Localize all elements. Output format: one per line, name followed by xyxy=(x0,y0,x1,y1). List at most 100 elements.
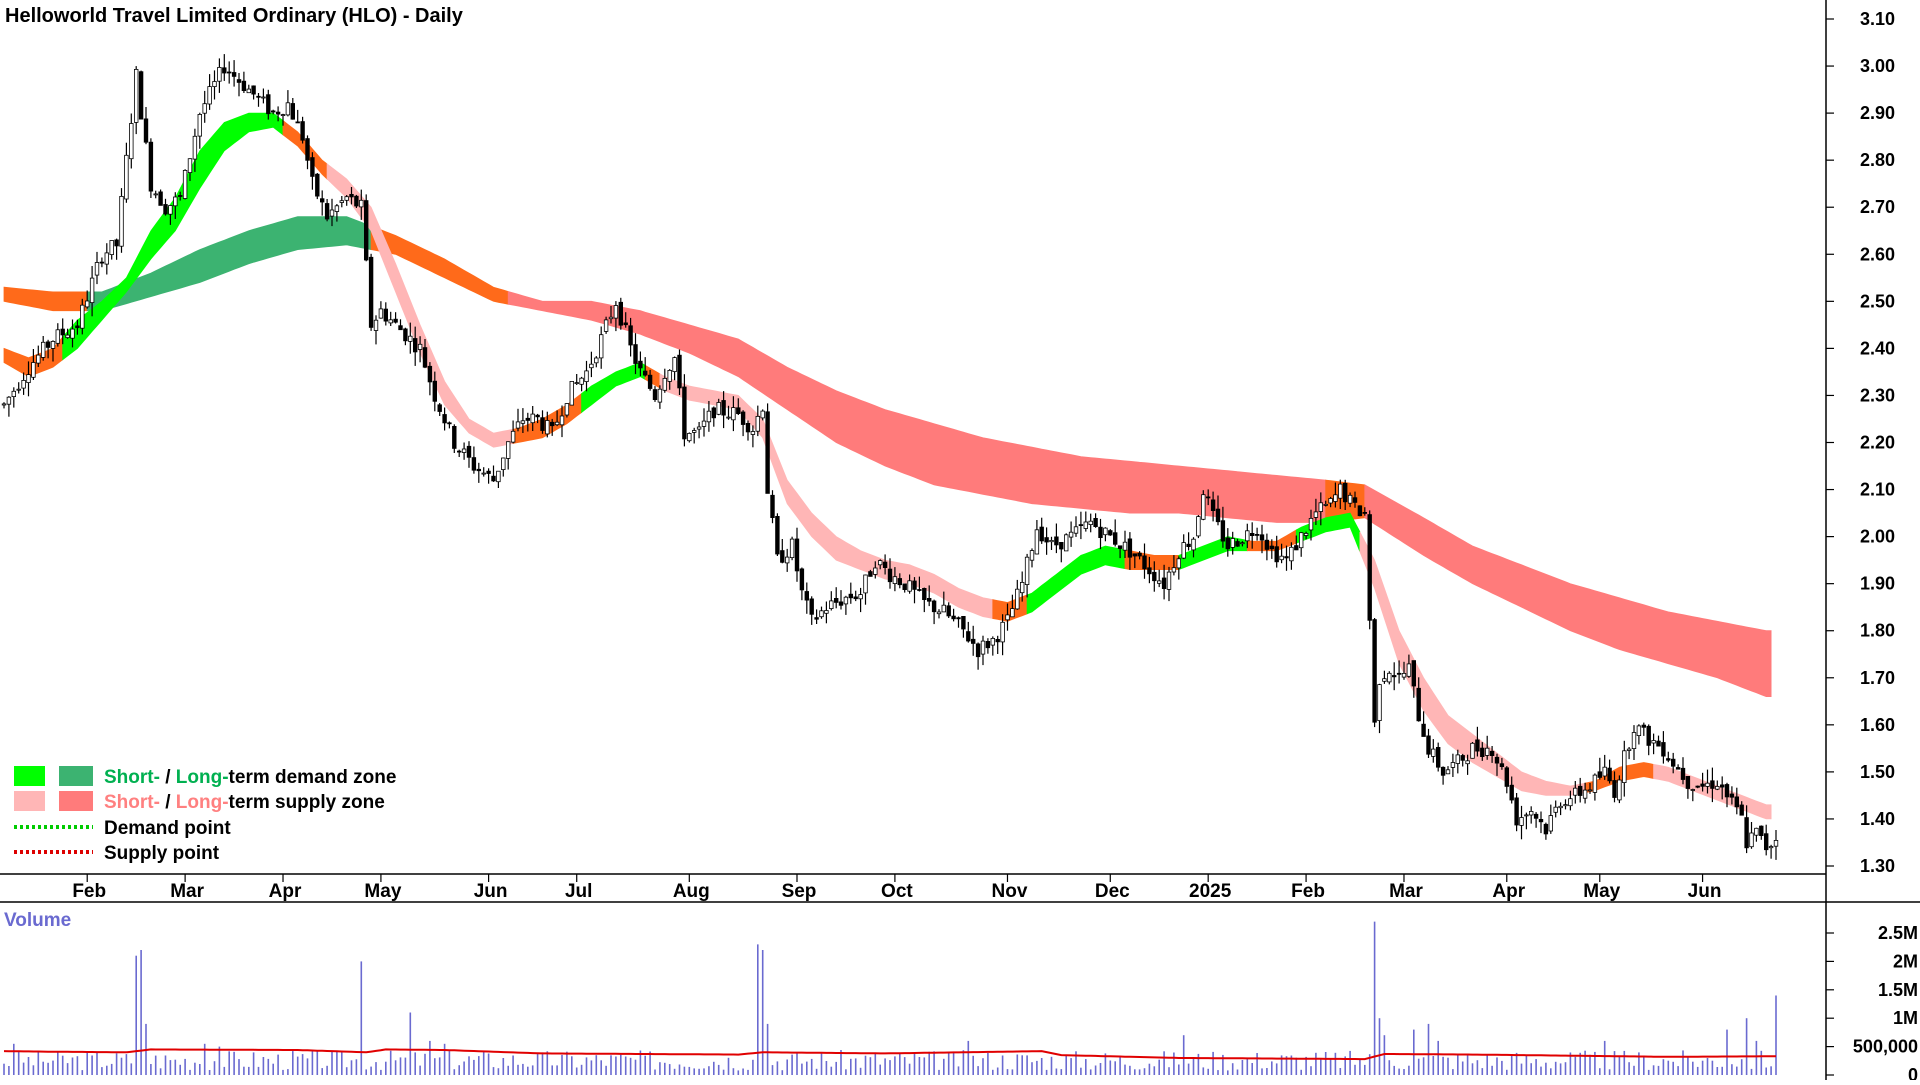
candle-body xyxy=(368,256,374,328)
candle-body xyxy=(114,239,119,247)
candle-body xyxy=(1054,536,1059,546)
candle-body xyxy=(1715,786,1720,790)
candle-body xyxy=(1108,530,1113,536)
candle-body xyxy=(711,407,716,419)
candle-body xyxy=(1010,608,1015,618)
candle-body xyxy=(354,195,359,207)
candle-body xyxy=(403,328,408,342)
candle-body xyxy=(442,414,447,424)
candle-body xyxy=(1426,735,1431,755)
candle-body xyxy=(618,301,623,326)
price-tick-label: 1.70 xyxy=(1860,668,1895,688)
candle-body xyxy=(182,169,188,199)
candle-body xyxy=(530,413,535,424)
candle-body xyxy=(80,304,85,329)
candle-body xyxy=(696,426,702,430)
candle-body xyxy=(1739,804,1744,816)
candle-body xyxy=(1323,503,1328,506)
candle-body xyxy=(613,305,619,319)
candle-body xyxy=(36,354,41,364)
candle-body xyxy=(1005,614,1010,621)
candle-body xyxy=(197,114,202,137)
legend-supply-zone: Short- / Long-term supply zone xyxy=(104,792,385,813)
candle-body xyxy=(1347,494,1353,504)
candle-body xyxy=(966,631,971,642)
candle-body xyxy=(672,357,677,373)
candle-body xyxy=(1431,748,1436,757)
candle-body xyxy=(1622,750,1627,783)
candle-body xyxy=(814,617,819,620)
candle-body xyxy=(1392,675,1397,678)
price-tick-label: 2.90 xyxy=(1860,103,1895,123)
candle-body xyxy=(447,422,452,425)
candle-body xyxy=(848,593,853,599)
candle-body xyxy=(1636,725,1642,737)
candle-body xyxy=(927,598,932,602)
candle-body xyxy=(628,325,633,346)
candle-body xyxy=(1597,771,1602,778)
time-tick-label: Feb xyxy=(72,881,106,902)
candle-body xyxy=(907,580,912,592)
candle-body xyxy=(148,141,154,192)
candle-body xyxy=(1406,663,1412,677)
candle-body xyxy=(882,561,888,568)
candle-body xyxy=(829,600,834,610)
candle-body xyxy=(1450,762,1456,768)
candle-body xyxy=(1720,784,1725,788)
candle-body xyxy=(1744,817,1749,849)
candle-body xyxy=(755,415,760,432)
candle-body xyxy=(6,396,12,405)
price-tick-label: 2.70 xyxy=(1860,197,1895,217)
candle-body xyxy=(55,329,60,344)
price-tick-label: 2.60 xyxy=(1860,244,1895,264)
candle-body xyxy=(1020,582,1025,594)
candle-body xyxy=(824,610,829,614)
candle-body xyxy=(554,421,560,426)
candle-body xyxy=(936,611,942,615)
candle-body xyxy=(1186,543,1191,548)
candle-body xyxy=(75,325,80,329)
candle-body xyxy=(246,88,251,94)
candle-body xyxy=(1220,520,1226,542)
candle-body xyxy=(1166,571,1172,590)
candle-body xyxy=(1303,533,1309,536)
candle-body xyxy=(109,240,114,256)
price-tick-label: 1.40 xyxy=(1860,809,1895,829)
candle-body xyxy=(863,574,868,594)
candle-body xyxy=(1661,742,1666,757)
volume-bars xyxy=(3,921,1777,1075)
candle-body xyxy=(119,195,124,247)
candle-body xyxy=(383,308,388,322)
candle-body xyxy=(1440,766,1446,776)
time-tick-label: Apr xyxy=(269,881,302,902)
candle-body xyxy=(1308,518,1314,531)
candle-body xyxy=(1401,673,1407,678)
candle-body xyxy=(785,556,790,564)
candle-body xyxy=(373,319,379,331)
price-tick-label: 2.50 xyxy=(1860,291,1895,311)
price-tick-label: 1.60 xyxy=(1860,715,1895,735)
candle-body xyxy=(1049,540,1054,543)
candle-body xyxy=(1068,531,1074,538)
candle-body xyxy=(491,475,496,482)
candle-body xyxy=(408,335,413,342)
candle-body xyxy=(1132,553,1137,557)
candle-body xyxy=(535,414,540,418)
candle-body xyxy=(437,404,442,412)
candle-body xyxy=(545,420,550,435)
candle-body xyxy=(1357,505,1363,517)
candle-body xyxy=(212,81,217,87)
candle-body xyxy=(16,388,21,391)
candle-body xyxy=(892,576,898,585)
candle-body xyxy=(60,328,65,336)
candle-body xyxy=(452,425,457,449)
candle-body xyxy=(1514,797,1519,826)
candle-body xyxy=(843,596,849,605)
candle-body xyxy=(1235,541,1240,547)
candle-body xyxy=(305,138,310,161)
candle-body xyxy=(280,114,286,116)
candle-body xyxy=(1294,545,1299,551)
candle-body xyxy=(559,415,565,426)
